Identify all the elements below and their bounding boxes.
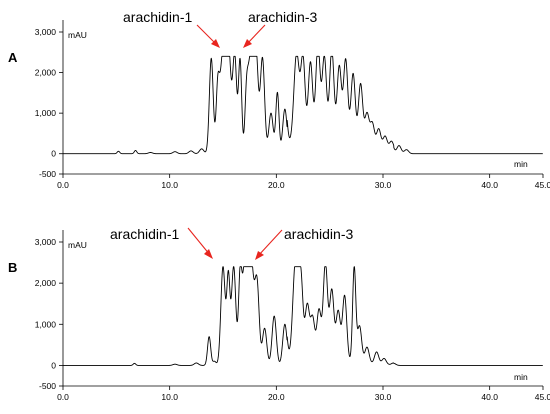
panel-a-label: A bbox=[8, 50, 18, 65]
panel-b-x-tick-label: 10.0 bbox=[161, 392, 178, 402]
panel-a-x-tick-label: 10.0 bbox=[161, 180, 178, 190]
panel-a-x-tick-label: 30.0 bbox=[375, 180, 392, 190]
panel-b-x-unit: min bbox=[514, 372, 528, 382]
panel-b-arrowhead-arachidin-3 bbox=[255, 251, 264, 260]
panel-b-y-tick-label: 1,000 bbox=[35, 319, 57, 329]
panel-a-y-tick-label: 1,000 bbox=[35, 108, 57, 118]
panel-b-y-unit: mAU bbox=[68, 240, 87, 250]
panel-b-y-tick-label: 0 bbox=[51, 360, 56, 370]
panel-a-arrowhead-arachidin-1 bbox=[211, 39, 220, 48]
panel-a-y-tick-label: 0 bbox=[51, 149, 56, 159]
panel-a-x-tick-label: 40.0 bbox=[481, 180, 498, 190]
panel-a-arrowhead-arachidin-3 bbox=[243, 39, 252, 48]
panel-a-y-tick-label: -500 bbox=[39, 169, 56, 179]
panel-b-x-tick-label: 45.0 bbox=[535, 392, 550, 402]
panel-a-y-tick-label: 2,000 bbox=[35, 68, 57, 78]
panel-b-annotation-arachidin-3: arachidin-3 bbox=[284, 226, 353, 242]
panel-b-arrow-arachidin-3 bbox=[257, 229, 283, 257]
panel-a-annotation-arachidin-1: arachidin-1 bbox=[123, 9, 192, 25]
panel-b-trace bbox=[62, 266, 544, 366]
panel-b-y-tick-label: 2,000 bbox=[35, 278, 57, 288]
panel-b-annotation-arachidin-1: arachidin-1 bbox=[110, 226, 179, 242]
panel-a-x-tick-label: 0.0 bbox=[57, 180, 69, 190]
chromatogram-panel-b: B mAU min 3,000 2,000 1,000 0 -500 0.0 10.0 20… bbox=[8, 226, 550, 402]
panel-b-x-tick-label: 20.0 bbox=[268, 392, 285, 402]
panel-a-y-unit: mAU bbox=[68, 30, 87, 40]
panel-a-trace bbox=[62, 55, 544, 155]
panel-b-x-tick-label: 40.0 bbox=[481, 392, 498, 402]
panel-b-x-tick-label: 30.0 bbox=[375, 392, 392, 402]
panel-a-annotation-arachidin-3: arachidin-3 bbox=[248, 9, 317, 25]
panel-b-arrow-arachidin-1 bbox=[187, 227, 211, 256]
panel-b-label: B bbox=[8, 260, 17, 275]
panel-b-arrowhead-arachidin-1 bbox=[204, 249, 213, 259]
panel-a-x-tick-label: 45.0 bbox=[535, 180, 550, 190]
panel-b-y-tick-label: 3,000 bbox=[35, 237, 57, 247]
panel-b-x-tick-label: 0.0 bbox=[57, 392, 69, 402]
panel-a-y-tick-label: 3,000 bbox=[35, 27, 57, 37]
panel-a-x-unit: min bbox=[514, 159, 528, 169]
panel-b-y-tick-label: -500 bbox=[39, 381, 56, 391]
panel-a-x-tick-label: 20.0 bbox=[268, 180, 285, 190]
chromatogram-panel-a: A mAU min 3,000 2,000 1,000 0 -500 0.0 10.0 20… bbox=[8, 9, 550, 190]
